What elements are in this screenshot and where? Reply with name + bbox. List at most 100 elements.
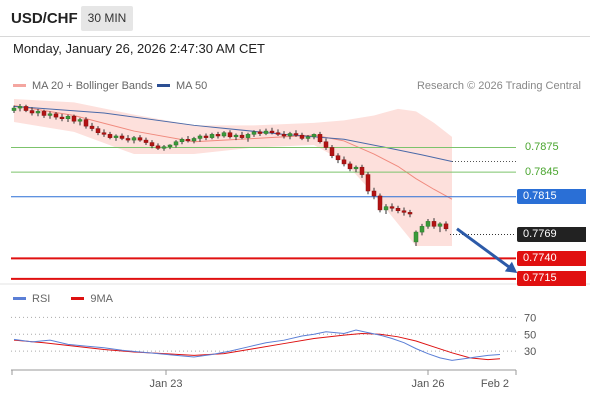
candle	[125, 135, 131, 143]
candle	[269, 127, 275, 135]
candle	[413, 230, 419, 247]
rsi-ma-swatch	[71, 296, 85, 300]
candle-body	[197, 135, 203, 139]
candle	[227, 130, 233, 139]
candle-body	[53, 113, 59, 118]
candle	[419, 223, 425, 236]
candle-body	[299, 134, 305, 139]
candle	[281, 131, 287, 139]
candle	[251, 130, 257, 137]
candle	[65, 114, 71, 123]
candle-body	[365, 174, 371, 192]
candle	[143, 137, 149, 146]
candle-body	[41, 111, 47, 116]
projection-arrow-shaft	[456, 227, 515, 272]
candle-body	[161, 146, 167, 149]
candle-body	[107, 134, 113, 138]
candle	[233, 133, 239, 141]
candle	[95, 126, 101, 136]
candle	[53, 112, 59, 120]
candle-body	[143, 139, 149, 143]
rsi-tick-label: 50	[524, 329, 536, 341]
rsi-swatch	[13, 296, 26, 300]
candle-body	[251, 131, 257, 135]
candle-body	[185, 139, 191, 142]
x-tick-label: Jan 26	[411, 378, 444, 390]
candle	[353, 165, 359, 173]
candle-body	[359, 166, 365, 175]
candle	[137, 135, 143, 142]
candle-body	[23, 106, 29, 111]
candle	[17, 103, 23, 112]
candle-body	[347, 163, 353, 170]
candle-body	[377, 195, 383, 211]
candle	[425, 218, 431, 229]
candle	[71, 114, 77, 124]
candle-body	[281, 134, 287, 137]
copyright-text: Research © 2026 Trading Central	[416, 80, 581, 92]
candle	[311, 133, 317, 140]
candle	[35, 108, 41, 117]
candle	[23, 104, 29, 113]
candle	[437, 222, 443, 233]
candle-body	[29, 110, 35, 114]
candle-body	[443, 223, 449, 230]
candle-body	[71, 116, 77, 122]
candle-body	[215, 134, 221, 137]
candle	[305, 135, 311, 142]
candle	[131, 135, 137, 144]
x-tick-label: Feb 2	[481, 378, 509, 390]
candle	[119, 133, 125, 141]
candle-body	[227, 132, 233, 138]
candle-body	[293, 133, 299, 136]
candle	[359, 164, 365, 178]
projection-arrow-head	[504, 261, 518, 274]
header-bar: USD/CHF 30 MIN	[0, 0, 590, 36]
candle-body	[65, 116, 71, 119]
candle	[59, 113, 65, 122]
candle	[101, 129, 107, 137]
candle	[395, 205, 401, 214]
level-label: 0.7740	[517, 250, 586, 266]
candle	[83, 117, 89, 129]
candle-body	[179, 139, 185, 142]
legend-bollinger: MA 20 + Bollinger Bands	[13, 80, 153, 92]
candle-body	[323, 141, 329, 148]
candle-body	[59, 116, 65, 119]
candle	[221, 131, 227, 138]
bollinger-swatch	[13, 83, 26, 87]
candle-body	[149, 142, 155, 147]
candle-body	[191, 138, 197, 142]
legend-ma50: MA 50	[157, 80, 207, 92]
level-label: 0.7769	[517, 227, 586, 243]
candle	[215, 131, 221, 139]
candle-body	[155, 145, 161, 149]
candle-body	[245, 134, 251, 138]
candle-body	[269, 130, 275, 133]
level-label: 0.7815	[517, 189, 586, 205]
candle-body	[263, 130, 269, 134]
candle	[257, 129, 263, 136]
candle	[431, 218, 437, 229]
candle	[341, 156, 347, 167]
candle	[317, 131, 323, 144]
rsi-ma-line	[13, 332, 501, 361]
candle-body	[329, 147, 335, 156]
ma50-swatch	[157, 83, 170, 87]
timeframe-button[interactable]: 30 MIN	[81, 6, 133, 31]
timestamp: Monday, January 26, 2026 2:47:30 AM CET	[13, 41, 265, 56]
candle	[443, 221, 449, 232]
candle	[29, 107, 35, 116]
legend-bollinger-label: MA 20 + Bollinger Bands	[32, 80, 153, 92]
candle-body	[395, 208, 401, 211]
candle-body	[17, 106, 23, 109]
candle	[161, 145, 167, 151]
rsi-legend-label: RSI	[32, 293, 51, 305]
candle	[185, 135, 191, 143]
candle-body	[203, 135, 209, 138]
candle-body	[305, 136, 311, 139]
candle-body	[437, 223, 443, 227]
candle-body	[389, 206, 395, 209]
candle-body	[233, 134, 239, 138]
candle	[347, 161, 353, 172]
